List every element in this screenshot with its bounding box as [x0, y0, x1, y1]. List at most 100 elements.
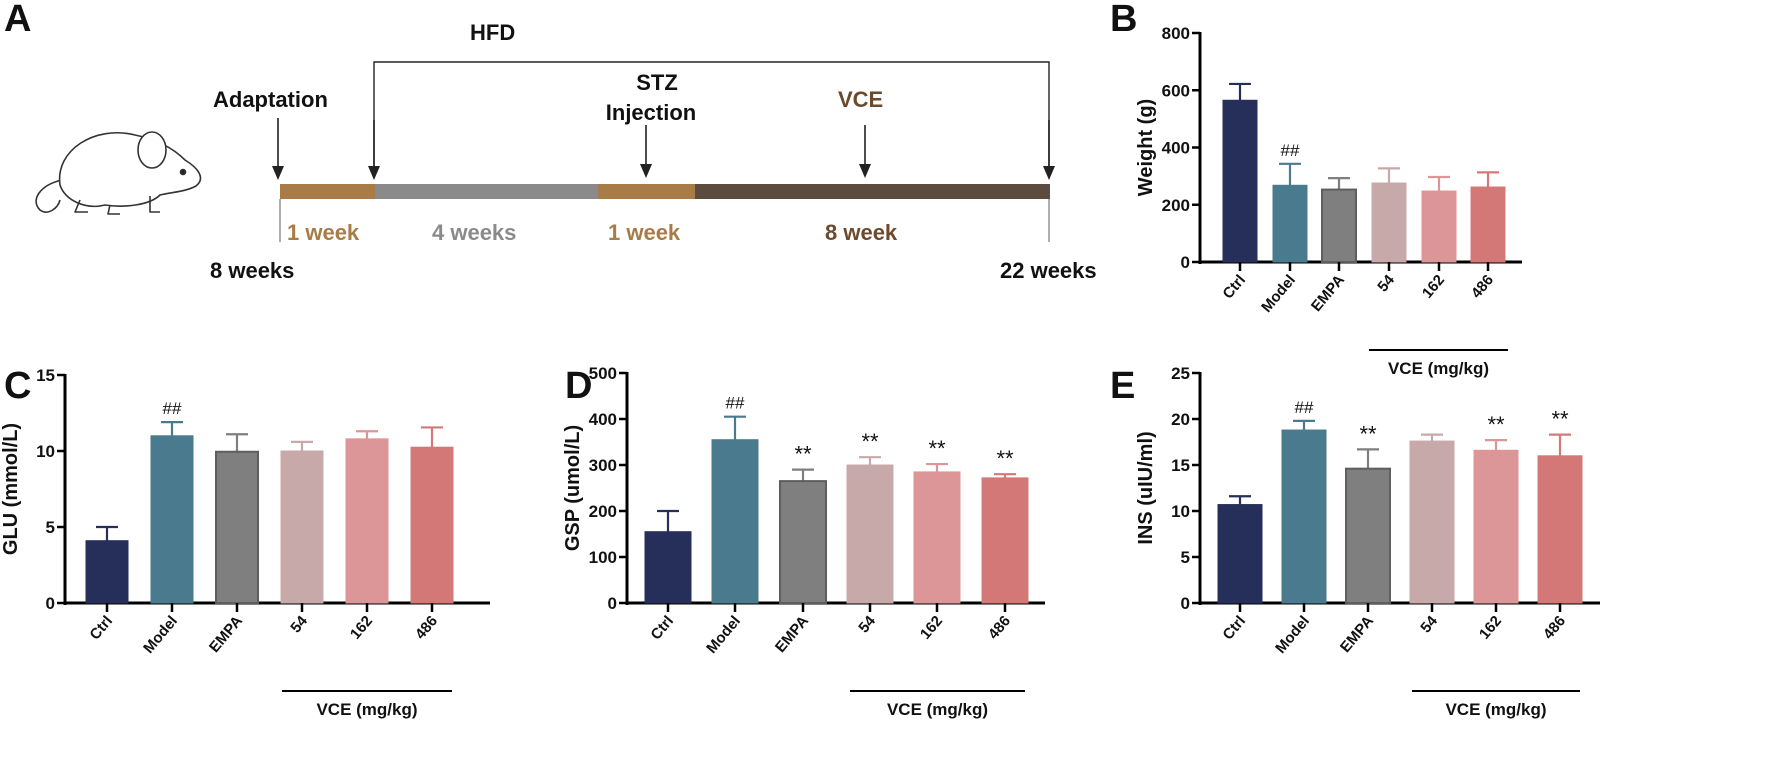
- y-tick-label: 600: [1162, 81, 1190, 100]
- x-tick-label: 486: [412, 613, 441, 643]
- x-tick-label: 54: [287, 612, 311, 636]
- vce-label: VCE: [838, 87, 884, 112]
- y-axis-label: GSP (umol/L): [562, 425, 584, 551]
- group-label: VCE (mg/kg): [1445, 700, 1546, 719]
- x-tick-label: Model: [1272, 613, 1313, 657]
- significance-mark: **: [996, 446, 1014, 471]
- y-tick-label: 10: [1171, 502, 1190, 521]
- significance-mark: ##: [1281, 141, 1300, 160]
- group-label: VCE (mg/kg): [1388, 359, 1489, 378]
- x-tick-label: 486: [985, 613, 1014, 643]
- bar-162: [1473, 449, 1519, 604]
- bar-empa: [215, 450, 259, 605]
- bar-model: [1272, 184, 1308, 263]
- bar-model: [1281, 429, 1327, 604]
- vce-arrow-head: [859, 164, 871, 178]
- x-tick-label: 162: [347, 613, 376, 643]
- y-tick-label: 25: [1171, 364, 1190, 383]
- x-tick-label: Model: [140, 613, 181, 657]
- mouse-body: [58, 132, 202, 207]
- timeline-segment: [695, 184, 1050, 199]
- segment-label-adaptation: 1 week: [287, 220, 360, 245]
- y-tick-label: 5: [1181, 548, 1190, 567]
- adaptation-arrow-head: [272, 166, 284, 180]
- x-tick-label: 54: [1374, 271, 1398, 295]
- y-tick-label: 400: [589, 410, 617, 429]
- y-tick-label: 200: [589, 502, 617, 521]
- y-tick-label: 400: [1162, 139, 1190, 158]
- panel-letter-b: B: [1110, 0, 1138, 40]
- x-tick-label: Ctrl: [647, 613, 677, 644]
- y-tick-label: 0: [1181, 253, 1190, 272]
- bar-ctrl: [1222, 99, 1258, 263]
- x-tick-label: EMPA: [1308, 272, 1348, 315]
- start-age-label: 8 weeks: [210, 258, 295, 283]
- x-tick-label: 54: [855, 612, 879, 636]
- mouse-icon: [35, 131, 202, 215]
- x-tick-label: Ctrl: [86, 613, 116, 644]
- chart-b: 0 200 400 600 800 Weight (g) Ctrl Model ## EMPA 54…: [1135, 24, 1522, 378]
- bar-model: [711, 439, 759, 604]
- y-tick-label: 0: [1181, 594, 1190, 613]
- segment-label-stz: 1 week: [608, 220, 681, 245]
- segment-label-hfd: 4 weeks: [432, 220, 517, 245]
- bar-162: [345, 438, 389, 604]
- group-label: VCE (mg/kg): [887, 700, 988, 719]
- bar-ctrl: [644, 531, 692, 604]
- bar-54: [1409, 440, 1455, 604]
- stz-arrow-head: [640, 164, 652, 178]
- y-tick-label: 100: [589, 548, 617, 567]
- bar-54: [1371, 182, 1407, 263]
- mouse-tail: [35, 179, 63, 213]
- bar-486: [410, 446, 454, 604]
- significance-mark: **: [1487, 412, 1505, 437]
- bar-486: [981, 477, 1029, 604]
- timeline-segment: [375, 184, 598, 199]
- x-tick-label: EMPA: [1337, 613, 1377, 656]
- bar-empa: [779, 480, 827, 605]
- x-tick-label: 162: [917, 613, 946, 643]
- x-tick-label: 486: [1468, 272, 1497, 302]
- segment-label-vce: 8 week: [825, 220, 898, 245]
- x-tick-label: EMPA: [206, 613, 246, 656]
- x-tick-label: Ctrl: [1219, 613, 1249, 644]
- x-tick-label: Ctrl: [1219, 272, 1249, 303]
- chart-d: 0 100 200 300 400 500 GSP (umol/L) Ctrl Model ## E…: [562, 364, 1045, 719]
- x-tick-label: 162: [1419, 272, 1448, 302]
- hfd-label: HFD: [470, 20, 516, 45]
- x-tick-label: Model: [703, 613, 744, 657]
- stz-label-2: Injection: [605, 100, 697, 125]
- x-tick-label: Model: [1258, 272, 1299, 316]
- group-label: VCE (mg/kg): [316, 700, 417, 719]
- bar-54: [280, 450, 324, 604]
- end-age-label: 22 weeks: [1000, 258, 1097, 283]
- y-tick-label: 200: [1162, 196, 1190, 215]
- y-tick-label: 10: [36, 442, 55, 461]
- bar-empa: [1345, 467, 1391, 604]
- hfd-bracket: [373, 61, 1050, 178]
- significance-mark: ##: [163, 399, 182, 418]
- y-axis-label: Weight (g): [1135, 99, 1157, 196]
- x-tick-label: EMPA: [772, 613, 812, 656]
- x-tick-label: 486: [1540, 613, 1569, 643]
- chart-c: 0 5 10 15 GLU (mmol/L) Ctrl Model ## EMPA 54 162 48…: [0, 366, 490, 719]
- bar-486: [1537, 455, 1583, 604]
- bar-empa: [1321, 188, 1357, 263]
- mouse-ear: [137, 131, 167, 169]
- timeline-segment: [280, 184, 375, 199]
- hfd-start-arrow-head: [368, 166, 380, 180]
- mouse-feet: [74, 196, 160, 215]
- bar-ctrl: [85, 540, 129, 604]
- panel-letter-c: C: [4, 365, 32, 407]
- chart-e: 0 5 10 15 20 25 INS (uIU/ml) Ctrl Model ## EMPA ** 5…: [1135, 364, 1600, 719]
- bar-162: [913, 471, 961, 604]
- significance-mark: **: [928, 436, 946, 461]
- y-tick-label: 5: [46, 518, 55, 537]
- bar-model: [150, 435, 194, 604]
- timeline-segment: [598, 184, 695, 199]
- mouse-eye: [179, 168, 187, 176]
- y-tick-label: 800: [1162, 24, 1190, 43]
- significance-mark: **: [861, 429, 879, 454]
- y-tick-label: 15: [1171, 456, 1190, 475]
